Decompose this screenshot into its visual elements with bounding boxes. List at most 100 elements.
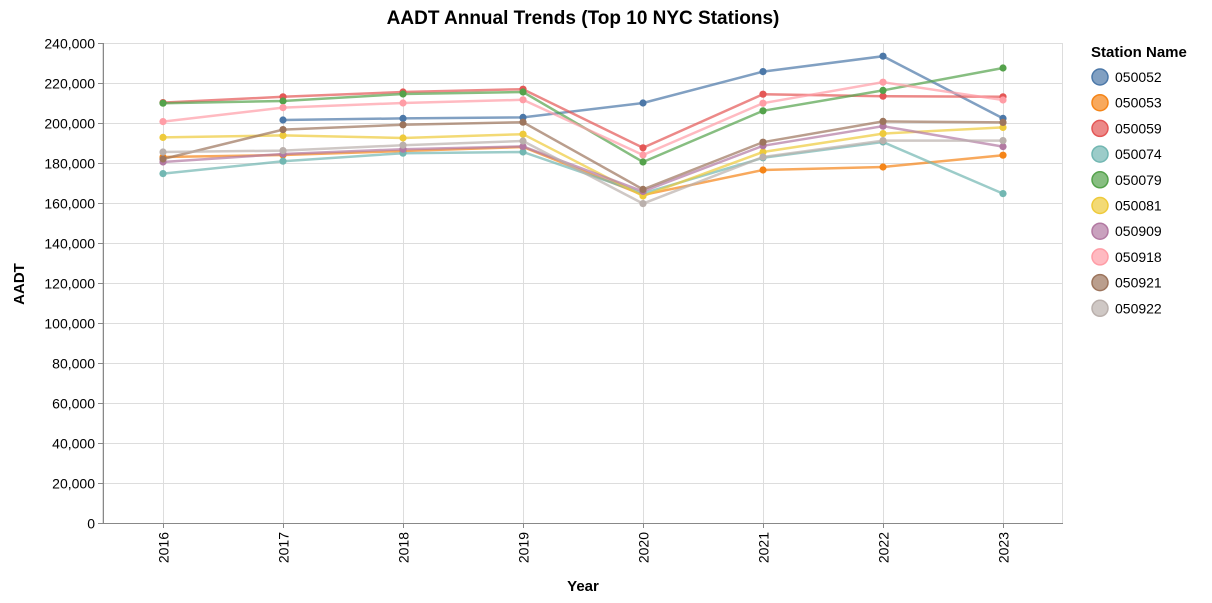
legend-symbol [1091,119,1109,138]
legend-symbol [1091,196,1109,215]
y-tick-label: 60,000 [52,396,95,412]
data-point [759,68,767,76]
data-point [159,118,167,126]
data-point [279,131,287,139]
y-tick-label: 180,000 [44,156,95,172]
data-point [159,155,167,163]
data-point [519,142,527,150]
data-point [279,157,287,165]
series-line [162,139,1003,205]
legend-item-050053: 050053 [1091,93,1162,112]
series-line [162,120,1004,191]
data-point [519,88,527,96]
data-point [759,166,767,174]
gridlines [103,43,1063,524]
data-point [519,148,527,156]
data-point [399,99,407,107]
legend-item-050074: 050074 [1091,145,1162,163]
data-point [879,130,887,138]
y-tick-label: 140,000 [44,236,95,252]
legend-symbol [1091,222,1109,240]
series-050918 [159,78,1007,159]
x-tick-label: 2021 [756,532,772,563]
series-line [162,126,1004,198]
data-point [999,190,1007,198]
legend-label: 050918 [1115,249,1162,265]
x-tick-label: 2022 [876,532,892,563]
data-point [159,170,167,178]
data-point [159,148,167,156]
legend: Station Name 050052 050053 050059 050074 050… [1091,44,1187,318]
series-lines [159,52,1007,208]
x-tick-label: 2016 [156,532,172,563]
y-tick-label: 160,000 [44,196,95,212]
legend-label: 050052 [1115,69,1162,85]
legend-symbol [1091,299,1109,318]
x-axis-title: Year [567,578,599,595]
y-tick-label: 20,000 [52,476,95,492]
data-point [279,104,287,112]
legend-item-050909: 050909 [1091,222,1162,240]
data-point [639,185,647,193]
legend-label: 050079 [1115,172,1162,188]
legend-label: 050922 [1115,300,1162,316]
legend-item-050059: 050059 [1091,119,1162,138]
legend-label: 050059 [1115,120,1162,136]
data-point [879,117,887,125]
data-point [519,137,527,145]
y-tick-label: 100,000 [44,316,95,332]
data-point [279,147,287,155]
data-point [759,99,767,107]
data-point [639,99,647,107]
data-point [759,107,767,115]
data-point [519,96,527,104]
data-point [879,78,887,86]
x-tick-label: 2018 [396,532,412,563]
x-tick-label: 2019 [516,532,532,563]
data-point [279,116,287,124]
data-point [639,144,647,152]
y-tick-label: 120,000 [44,276,95,292]
legend-symbol [1091,171,1109,189]
x-tick-label: 2023 [996,532,1012,563]
x-axis: 2016 2017 2018 2019 2020 2021 2022 2023 [103,523,1063,563]
data-point [999,137,1007,145]
data-point [399,90,407,98]
y-tick-label: 200,000 [44,116,95,132]
data-point [519,130,527,138]
data-point [159,133,167,141]
y-tick-label: 0 [87,516,95,532]
chart-title: AADT Annual Trends (Top 10 NYC Stations) [387,8,780,29]
legend-symbol [1091,248,1109,266]
data-point [879,163,887,171]
data-point [999,96,1007,104]
data-point [279,97,287,105]
data-point [759,153,767,161]
data-point [879,92,887,100]
data-point [879,86,887,94]
y-tick-label: 220,000 [44,76,95,92]
legend-item-050921: 050921 [1091,273,1162,292]
data-point [519,118,527,126]
legend-item-050918: 050918 [1091,248,1162,266]
data-point [999,151,1007,159]
series-line [162,124,1004,193]
legend-symbol [1091,68,1109,86]
legend-label: 050909 [1115,223,1162,239]
data-point [279,126,287,134]
data-point [399,121,407,129]
legend-item-050922: 050922 [1091,299,1162,318]
legend-symbol [1091,145,1109,163]
legend-label: 050074 [1115,146,1162,162]
legend-symbol [1091,93,1109,112]
legend-label: 050081 [1115,198,1162,214]
data-point [639,200,647,208]
x-tick-label: 2020 [636,532,652,563]
data-point [759,90,767,98]
data-point [399,114,407,122]
y-tick-label: 80,000 [52,356,95,372]
x-tick-label: 2017 [276,532,292,563]
series-050921 [159,117,1007,193]
legend-label: 050921 [1115,275,1162,291]
